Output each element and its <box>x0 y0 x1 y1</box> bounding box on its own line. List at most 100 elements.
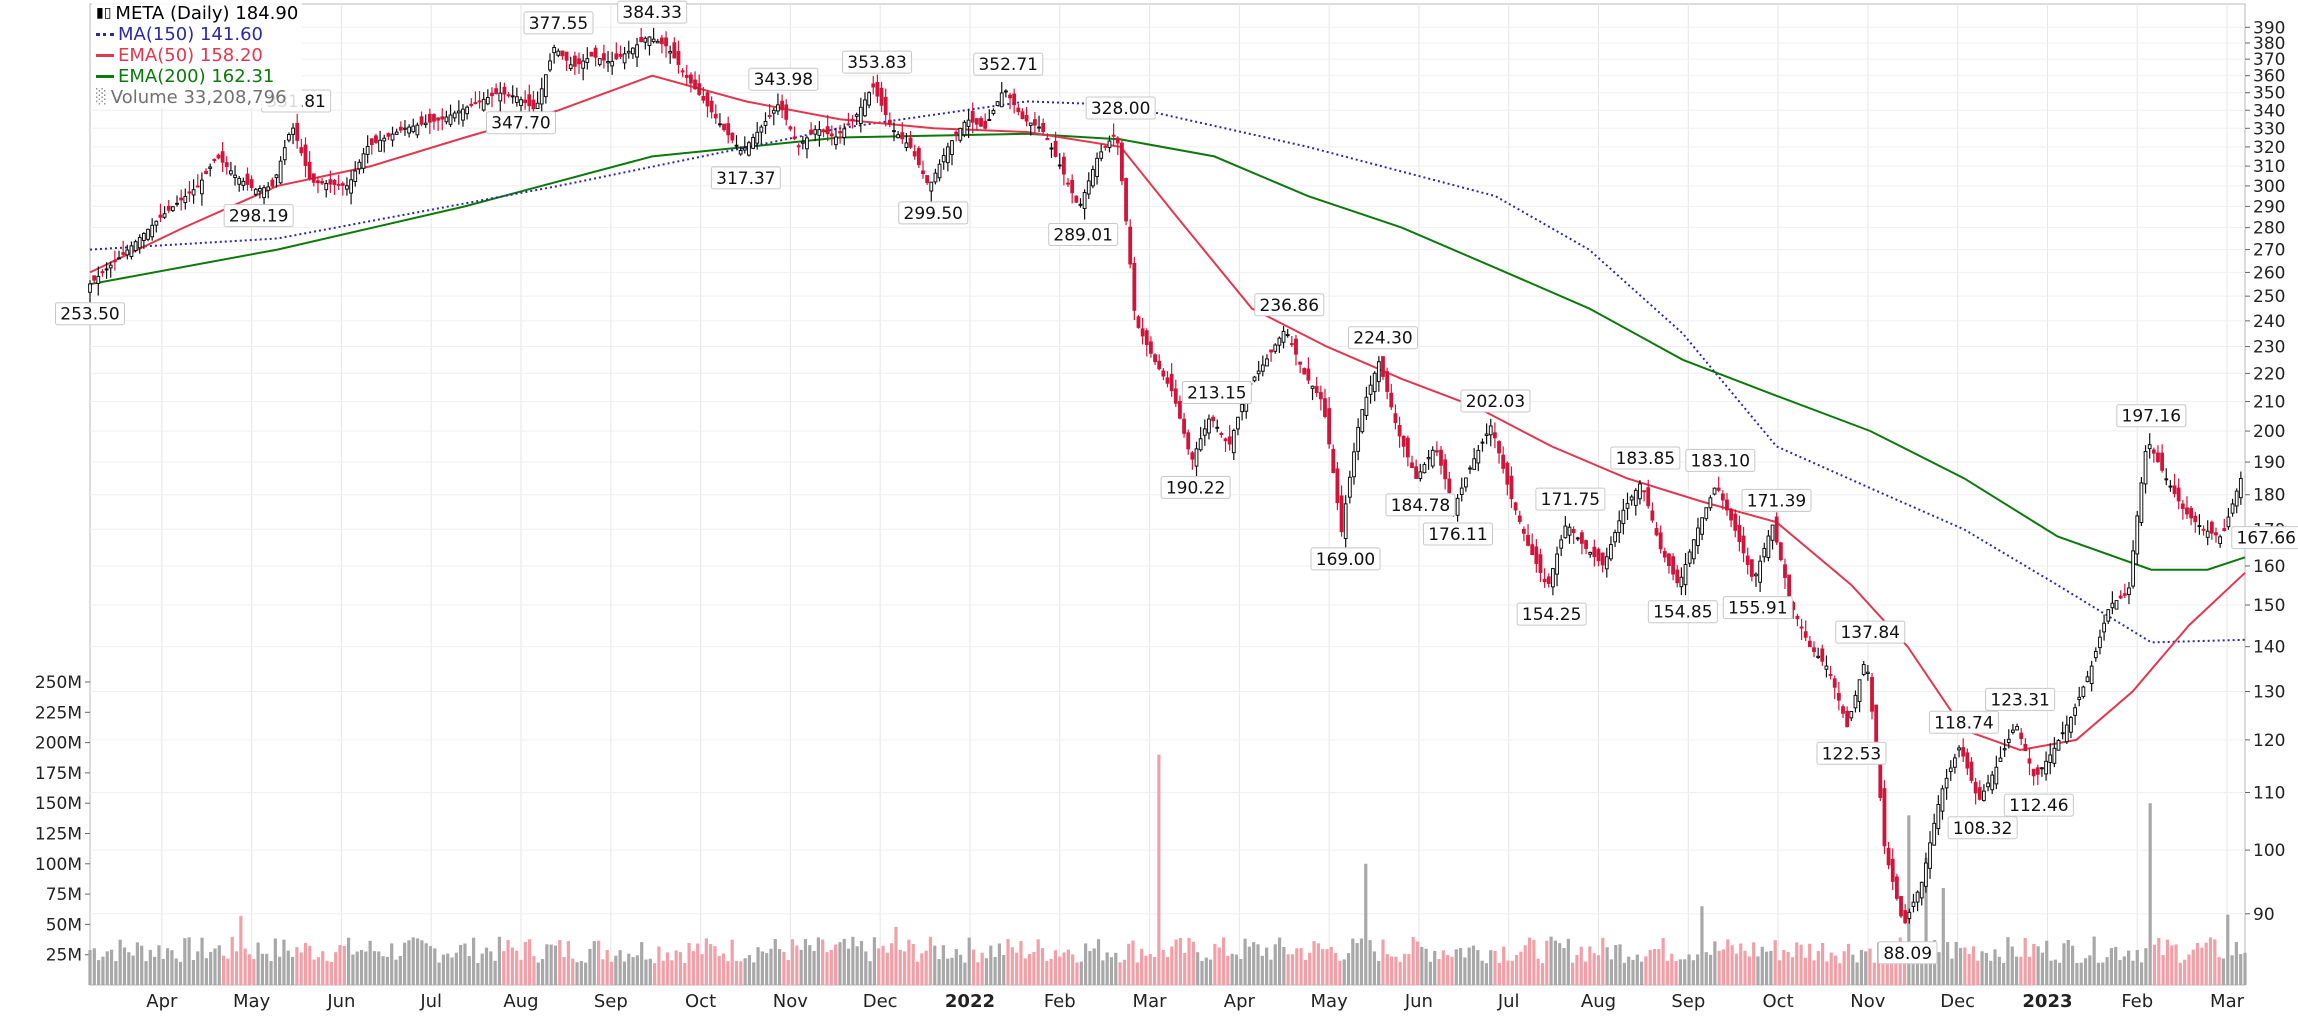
candle-body <box>1692 540 1695 559</box>
ema200-value: 162.31 <box>211 66 274 87</box>
candle-body <box>942 156 945 162</box>
volume-bar <box>231 937 234 985</box>
candle-body <box>118 258 121 259</box>
candle-body <box>1353 452 1356 477</box>
volume-bar <box>1765 952 1768 985</box>
candle-body <box>391 134 394 140</box>
candle-body <box>1767 536 1770 557</box>
candle-body <box>499 93 502 101</box>
candle-body <box>1133 264 1136 311</box>
candle-body <box>843 129 846 138</box>
candle-body <box>1261 365 1264 371</box>
volume-bar <box>791 939 794 985</box>
candle-body <box>1390 393 1393 407</box>
volume-bar <box>511 948 514 985</box>
volume-bar <box>416 938 419 985</box>
candle-body <box>611 61 614 65</box>
candle-body <box>623 54 626 63</box>
volume-bar <box>369 941 372 985</box>
volume-bar <box>300 952 303 985</box>
volume-bar <box>1963 947 1966 985</box>
annotation-label: 169.00 <box>1316 550 1375 570</box>
candle-body <box>1900 897 1903 916</box>
annotation-label: 171.75 <box>1541 490 1600 510</box>
volume-bar <box>446 954 449 985</box>
candle-body <box>590 52 593 56</box>
volume-bar <box>2144 948 2147 985</box>
volume-bar <box>1179 938 1182 985</box>
volume-bar <box>1006 939 1009 985</box>
candle-body <box>685 75 688 77</box>
price-tick-label: 270 <box>2253 241 2285 261</box>
volume-bar <box>2136 950 2139 985</box>
candle-body <box>1701 518 1704 535</box>
volume-bar <box>912 944 915 985</box>
x-tick-label: Nov <box>773 991 808 1012</box>
candle-body <box>1096 158 1099 176</box>
volume-bar <box>1067 950 1070 985</box>
volume-bar <box>2239 954 2242 985</box>
volume-bar <box>1692 960 1695 985</box>
volume-bar <box>1274 944 1277 985</box>
volume-bar <box>1295 948 1298 985</box>
price-tick-label: 390 <box>2253 18 2285 38</box>
candle-body <box>2032 769 2035 775</box>
volume-bar <box>731 940 734 985</box>
volume-bar <box>97 960 100 985</box>
candle-body <box>1514 503 1517 510</box>
volume-bar <box>765 953 768 985</box>
candle-body <box>1842 707 1845 713</box>
volume-bar <box>2196 943 2199 985</box>
candle-body <box>238 178 241 184</box>
volume-bar <box>1278 938 1281 985</box>
candle-body <box>1158 361 1161 369</box>
volume-bar <box>1653 949 1656 985</box>
candle-body <box>2235 491 2238 506</box>
annotation-label: 317.37 <box>716 169 775 189</box>
volume-bar <box>2075 963 2078 985</box>
volume-bar <box>998 943 1001 985</box>
candle-body <box>2012 730 2015 732</box>
price-tick-label: 130 <box>2253 682 2285 702</box>
volume-bar <box>722 954 725 985</box>
volume-bar <box>1946 942 1949 985</box>
candle-body <box>1817 656 1820 657</box>
volume-bar <box>1261 956 1264 985</box>
volume-bar <box>1614 945 1617 985</box>
candle-body <box>254 189 257 194</box>
candle-body <box>1017 108 1020 111</box>
candle-body <box>1208 419 1211 433</box>
candle-body <box>1858 680 1861 702</box>
volume-bar <box>2093 937 2096 985</box>
volume-bar <box>1894 961 1897 985</box>
volume-bar <box>1308 953 1311 985</box>
candle-body <box>478 101 481 102</box>
volume-bar <box>1338 961 1341 985</box>
volume-bar <box>597 941 600 985</box>
candle-body <box>1829 675 1832 676</box>
candle-body <box>2202 529 2205 530</box>
candle-body <box>727 124 730 135</box>
volume-bar <box>1118 962 1121 985</box>
volume-bar <box>2187 955 2190 985</box>
volume-bar <box>1674 961 1677 985</box>
volume-bar <box>1144 956 1147 985</box>
candle-body <box>1833 679 1836 687</box>
volume-bar <box>834 944 837 985</box>
candle-body <box>1601 553 1604 565</box>
candle-body <box>1924 863 1927 886</box>
candle-body <box>1970 762 1973 780</box>
annotation-label: 171.39 <box>1747 491 1806 511</box>
candle-body <box>205 171 208 173</box>
candle-body <box>801 142 804 143</box>
candle-body <box>1299 362 1302 364</box>
volume-bar <box>1631 960 1634 985</box>
candle-body <box>673 43 676 58</box>
volume-bar <box>1955 942 1958 985</box>
candle-body <box>470 104 473 105</box>
volume-bar <box>157 945 160 985</box>
candle-body <box>1108 141 1111 148</box>
volume-bar <box>1799 945 1802 985</box>
volume-bar <box>670 960 673 985</box>
volume-bar <box>2226 915 2229 985</box>
